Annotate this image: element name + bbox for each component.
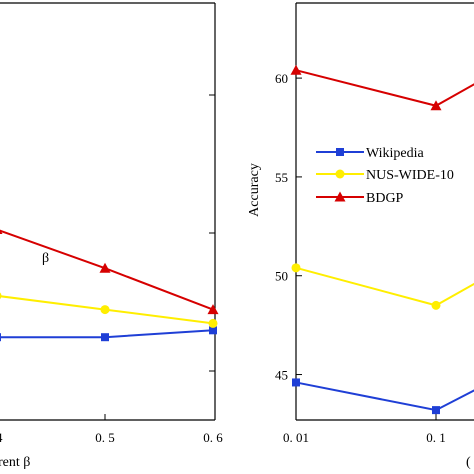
right-ytick-label: 50 — [275, 269, 288, 284]
right-series-line-wikipedia — [295, 381, 474, 412]
legend: Wikipedia NUS-WIDE-10 BDGP — [316, 146, 454, 206]
right-series-group — [290, 64, 474, 415]
left-beta-annotation: β — [42, 251, 49, 266]
left-point-wikipedia — [209, 326, 217, 335]
right-xtick-label: 0. 1 — [426, 430, 446, 445]
left-point-nus — [208, 318, 218, 328]
legend-marker-wikipedia — [336, 148, 344, 156]
left-point-wikipedia — [101, 333, 109, 342]
left-point-bdgp — [99, 262, 111, 273]
right-point-wikipedia — [432, 406, 440, 415]
right-xtick-label: 0. 01 — [283, 430, 309, 445]
right-point-wikipedia — [292, 378, 300, 387]
left-xtick-label: 0. 6 — [203, 430, 223, 445]
left-xlabel-fragment: rent β — [0, 455, 30, 470]
legend-marker-nus — [335, 169, 345, 179]
right-point-nus — [431, 300, 441, 310]
legend-wikipedia-label: Wikipedia — [366, 146, 425, 161]
left-chart-panel: 4 0. 5 0. 6 rent β β — [0, 2, 223, 470]
right-ytick-label: 55 — [275, 170, 288, 185]
right-series-line-bdgp — [295, 69, 474, 107]
right-yticks-group: 45 50 55 60 — [275, 71, 302, 383]
right-ytick-label: 45 — [275, 368, 288, 383]
legend-nus-label: NUS-WIDE-10 — [366, 168, 454, 183]
left-series-group — [0, 229, 219, 342]
right-ytick-label: 60 — [275, 71, 288, 86]
legend-marker-bdgp — [334, 191, 346, 202]
right-xlabel-fragment: ( — [466, 455, 471, 470]
right-point-bdgp — [290, 64, 302, 75]
left-point-nus — [100, 305, 110, 315]
left-xtick-label: 0. 5 — [95, 430, 115, 445]
left-point-nus — [0, 292, 2, 300]
right-chart-panel: 45 50 55 60 0. 01 0. 1 ( Accuracy Wikipedia… — [247, 2, 474, 470]
left-xtick-label: 4 — [0, 430, 3, 445]
right-series-line-nus — [295, 266, 474, 307]
right-point-bdgp — [430, 100, 442, 111]
left-point-wikipedia — [0, 333, 1, 342]
right-point-nus — [291, 263, 301, 273]
left-point-bdgp — [207, 304, 219, 315]
left-point-bdgp — [0, 229, 3, 235]
legend-bdgp-label: BDGP — [366, 191, 404, 206]
right-ylabel: Accuracy — [247, 163, 262, 217]
